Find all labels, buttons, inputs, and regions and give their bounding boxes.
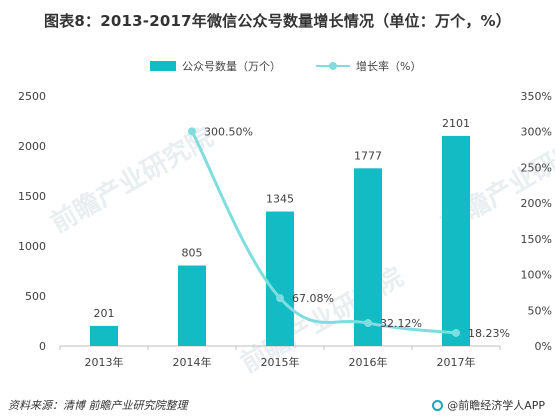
bar bbox=[442, 135, 470, 346]
line-value-label: 18.23% bbox=[468, 327, 510, 340]
x-tick-label: 2016年 bbox=[349, 355, 388, 369]
bar-value-label: 2101 bbox=[442, 117, 470, 130]
y-right-tick-label: 250% bbox=[521, 161, 552, 174]
bar-value-label: 1345 bbox=[266, 193, 294, 206]
legend-bar-swatch bbox=[150, 61, 176, 71]
y-left-tick-label: 2000 bbox=[18, 140, 46, 153]
y-right-tick-label: 100% bbox=[521, 269, 552, 282]
y-right-tick-label: 200% bbox=[521, 197, 552, 210]
line-point bbox=[452, 328, 460, 337]
line-value-label: 300.50% bbox=[204, 125, 253, 138]
bar-value-label: 1777 bbox=[354, 149, 382, 162]
legend-line-swatch bbox=[316, 61, 350, 71]
line-point bbox=[276, 294, 284, 303]
y-left-tick-label: 500 bbox=[25, 290, 46, 303]
chart-title: 图表8：2013-2017年微信公众号数量增长情况（单位：万个，%） bbox=[44, 12, 511, 30]
legend-item-bar: 公众号数量（万个） bbox=[150, 58, 281, 74]
growth-rate-line bbox=[190, 129, 458, 335]
x-tick-label: 2015年 bbox=[261, 355, 300, 369]
line-value-label: 67.08% bbox=[292, 292, 334, 305]
bar bbox=[178, 265, 206, 346]
y-left-tick-label: 1000 bbox=[18, 240, 46, 253]
line-value-label: 32.12% bbox=[380, 317, 422, 330]
y-right-tick-label: 0% bbox=[535, 340, 552, 353]
y-right-tick-label: 350% bbox=[521, 90, 552, 103]
bar-value-label: 805 bbox=[182, 247, 203, 260]
legend-line-label: 增长率（%） bbox=[356, 60, 422, 73]
bar-value-label: 201 bbox=[94, 307, 115, 320]
brand-logo-icon bbox=[432, 399, 444, 411]
bar bbox=[266, 211, 294, 346]
brand-mark: @前瞻经济学人APP bbox=[432, 397, 545, 413]
x-tick-label: 2017年 bbox=[437, 355, 476, 369]
y-right-tick-label: 50% bbox=[528, 304, 552, 317]
y-right-tick-label: 300% bbox=[521, 126, 552, 139]
y-right-tick-label: 150% bbox=[521, 233, 552, 246]
bar bbox=[90, 325, 118, 346]
chart-canvas: 0 500 1000 1500 2000 2500 0% 50% 100% 150% 200% 250… bbox=[18, 90, 552, 369]
legend: 公众号数量（万个） 增长率（%） bbox=[0, 58, 555, 74]
legend-item-line: 增长率（%） bbox=[316, 58, 421, 74]
source-note: 资料来源：清博 前瞻产业研究院整理 bbox=[8, 399, 188, 412]
x-tick-label: 2013年 bbox=[85, 355, 124, 369]
footer: 资料来源：清博 前瞻产业研究院整理 @前瞻经济学人APP bbox=[0, 392, 555, 419]
brand-label: @前瞻经济学人APP bbox=[447, 399, 545, 412]
y-left-tick-label: 1500 bbox=[18, 190, 46, 203]
y-left-tick-label: 2500 bbox=[18, 90, 46, 103]
x-tick-label: 2014年 bbox=[173, 355, 212, 369]
legend-bar-label: 公众号数量（万个） bbox=[182, 60, 281, 73]
y-left-tick-label: 0 bbox=[39, 340, 46, 353]
bar bbox=[354, 168, 382, 346]
line-point bbox=[188, 127, 196, 136]
line-point bbox=[364, 319, 372, 328]
